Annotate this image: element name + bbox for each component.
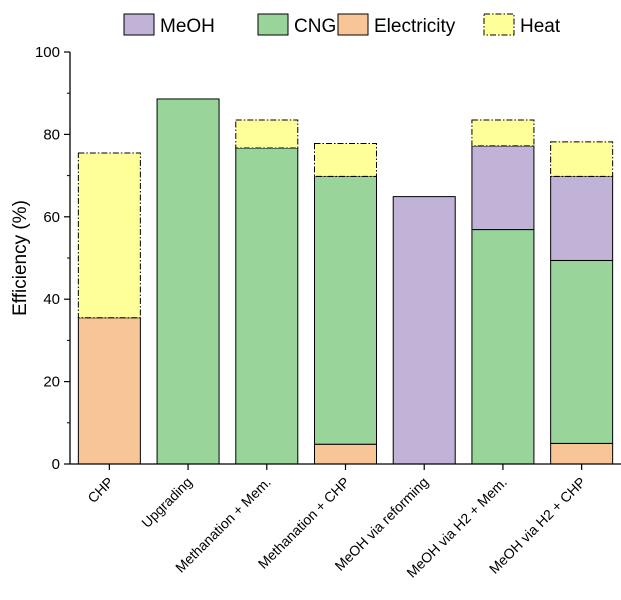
bar-meoh-7 [550, 175, 614, 261]
bar-cng-7 [550, 259, 614, 444]
bar-heat-7 [550, 141, 614, 177]
bars [77, 98, 614, 465]
bar-heat-4 [314, 142, 377, 177]
bar-meoh-6 [471, 145, 535, 231]
bar-cng-3 [235, 147, 299, 465]
bar-heat-3 [235, 119, 299, 149]
bar-meoh-5 [392, 196, 456, 465]
legend-swatch-heat [483, 13, 515, 36]
bar-cng-2 [156, 98, 220, 465]
y-tick-label: 20 [43, 374, 60, 391]
category-label: Upgrading [138, 474, 195, 531]
legend: MeOH CNG Electricity Heat [123, 13, 561, 37]
bar-cng-6 [471, 229, 535, 465]
bar-heat-1 [77, 152, 141, 319]
bar-electricity-7 [550, 442, 614, 465]
y-tick-label: 0 [52, 456, 60, 473]
legend-swatch-meoh [123, 13, 155, 36]
legend-swatch-cng [257, 13, 289, 36]
legend-label-electricity: Electricity [374, 16, 456, 37]
bar-electricity-4 [314, 443, 377, 465]
y-axis-title: Efficiency (%) [10, 200, 31, 316]
legend-swatch-electricity [337, 13, 369, 36]
bar-cng-4 [314, 175, 377, 445]
category-label: CHP [84, 474, 116, 506]
y-tick-label: 100 [35, 44, 60, 61]
y-tick-label: 60 [43, 209, 60, 226]
legend-label-cng: CNG [294, 16, 336, 37]
y-tick-label: 80 [43, 126, 60, 143]
legend-label-heat: Heat [520, 16, 561, 37]
bar-electricity-1 [77, 317, 141, 465]
legend-label-meoh: MeOH [160, 16, 215, 37]
y-tick-label: 40 [43, 291, 60, 308]
bar-heat-6 [471, 119, 535, 147]
